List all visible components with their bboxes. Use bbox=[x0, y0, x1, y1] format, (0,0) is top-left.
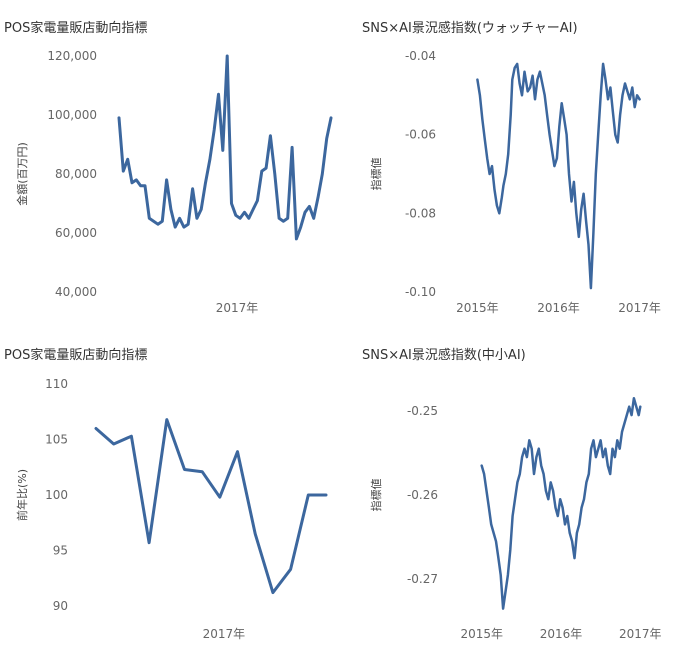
chart-2-x-tick: 2017年 bbox=[618, 301, 661, 315]
chart-2-y-tick: -0.08 bbox=[405, 206, 436, 220]
chart-2-title: SNS×AI景況感指数(ウォッチャーAI) bbox=[362, 21, 578, 36]
chart-2-x-tick: 2015年 bbox=[456, 301, 499, 315]
chart-1-y-tick: 60,000 bbox=[55, 226, 97, 240]
chart-3-y-label: 前年比(%) bbox=[15, 469, 29, 521]
chart-2-y-tick: -0.10 bbox=[405, 285, 436, 299]
chart-4-series-line bbox=[480, 396, 642, 610]
chart-3-y-tick: 90 bbox=[53, 599, 68, 613]
chart-4-y-tick: -0.25 bbox=[407, 404, 438, 418]
chart-1-y-tick: 100,000 bbox=[47, 108, 97, 122]
chart-2: -0.04 -0.06 -0.08 -0.10 指標値 2015年 2016年 2017年 bbox=[369, 49, 661, 315]
chart-3-y-tick: 105 bbox=[45, 433, 68, 447]
chart-3-title: POS家電量販店動向指標 bbox=[4, 348, 148, 363]
chart-3-series-line bbox=[94, 418, 328, 595]
chart-2-y-label: 指標値 bbox=[369, 158, 383, 191]
chart-3: 110 105 100 95 90 前年比(%) 2017年 bbox=[15, 377, 328, 641]
chart-2-x-tick: 2016年 bbox=[537, 301, 580, 315]
chart-4-x-tick: 2016年 bbox=[540, 627, 583, 641]
chart-4-y-label: 指標値 bbox=[369, 479, 383, 512]
chart-1: 120,000 100,000 80,000 60,000 40,000 金額(百万円) 2… bbox=[15, 49, 333, 315]
chart-1-y-tick: 80,000 bbox=[55, 167, 97, 181]
chart-1-y-tick: 120,000 bbox=[47, 49, 97, 63]
chart-4-y-tick: -0.27 bbox=[407, 572, 438, 586]
chart-1-series-line bbox=[117, 54, 333, 241]
chart-2-y-tick: -0.04 bbox=[405, 49, 436, 63]
chart-3-x-tick: 2017年 bbox=[203, 627, 246, 641]
chart-2-y-tick: -0.06 bbox=[405, 128, 436, 142]
chart-3-y-tick: 110 bbox=[45, 377, 68, 391]
chart-4: -0.25 -0.26 -0.27 指標値 2015年 2016年 2017年 bbox=[369, 396, 662, 641]
chart-4-title: SNS×AI景況感指数(中小AI) bbox=[362, 348, 526, 363]
chart-2-series-line bbox=[476, 62, 641, 290]
chart-4-x-tick: 2015年 bbox=[460, 627, 503, 641]
chart-4-x-tick: 2017年 bbox=[619, 627, 662, 641]
chart-1-x-tick: 2017年 bbox=[216, 301, 259, 315]
chart-1-y-tick: 40,000 bbox=[55, 285, 97, 299]
chart-4-y-tick: -0.26 bbox=[407, 488, 438, 502]
chart-1-y-label: 金額(百万円) bbox=[15, 142, 29, 206]
chart-1-title: POS家電量販店動向指標 bbox=[4, 21, 148, 36]
chart-3-y-tick: 95 bbox=[53, 543, 68, 557]
chart-3-y-tick: 100 bbox=[45, 488, 68, 502]
